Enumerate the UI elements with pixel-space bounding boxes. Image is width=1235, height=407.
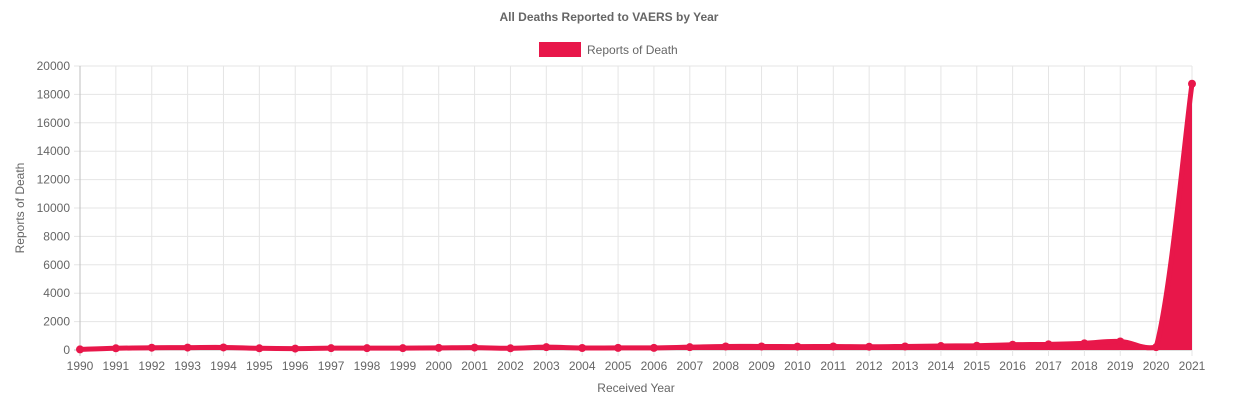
data-point-2001[interactable] (470, 343, 479, 352)
x-tick-label: 2014 (928, 359, 955, 373)
data-point-2008[interactable] (721, 342, 730, 351)
data-point-2013[interactable] (901, 342, 910, 351)
data-point-2019[interactable] (1116, 337, 1125, 346)
data-point-2015[interactable] (972, 341, 981, 350)
x-tick-label: 1996 (282, 359, 309, 373)
y-tick-label: 16000 (37, 116, 71, 130)
data-point-1992[interactable] (147, 343, 156, 352)
x-tick-label: 2001 (461, 359, 488, 373)
data-point-1996[interactable] (291, 344, 300, 353)
x-tick-label: 2020 (1143, 359, 1170, 373)
data-point-2016[interactable] (1008, 340, 1017, 349)
y-tick-label: 0 (63, 343, 70, 357)
x-tick-label: 2017 (1035, 359, 1062, 373)
series-reports-of-death (76, 79, 1196, 354)
data-point-2010[interactable] (793, 342, 802, 351)
x-tick-label: 2000 (425, 359, 452, 373)
data-point-1991[interactable] (111, 344, 120, 353)
y-tick-label: 14000 (37, 144, 71, 158)
x-tick-label: 2019 (1107, 359, 1134, 373)
data-point-1995[interactable] (255, 344, 264, 353)
x-tick-label: 1997 (318, 359, 345, 373)
x-tick-label: 1999 (389, 359, 416, 373)
x-tick-label: 2011 (820, 359, 846, 373)
data-point-2018[interactable] (1080, 339, 1089, 348)
y-axis-title: Reports of Death (13, 163, 27, 254)
y-tick-label: 10000 (37, 201, 71, 215)
y-tick-label: 2000 (43, 315, 70, 329)
x-tick-label: 1995 (246, 359, 273, 373)
data-point-1994[interactable] (219, 343, 228, 352)
y-axis-ticks: 0 2000 4000 6000 8000 10000 12000 14000 16000 180… (37, 59, 71, 357)
x-tick-label: 1998 (354, 359, 381, 373)
x-tick-label: 1993 (174, 359, 201, 373)
x-tick-label: 1994 (210, 359, 237, 373)
x-tick-label: 2013 (892, 359, 919, 373)
x-tick-label: 2004 (569, 359, 596, 373)
data-point-2004[interactable] (578, 344, 587, 353)
y-tick-label: 20000 (37, 59, 71, 73)
x-tick-label: 2008 (712, 359, 739, 373)
data-point-2007[interactable] (685, 343, 694, 352)
series-line (79, 83, 1195, 352)
x-tick-label: 2012 (856, 359, 883, 373)
data-point-2014[interactable] (936, 342, 945, 351)
x-tick-label: 2016 (999, 359, 1026, 373)
y-tick-label: 8000 (43, 229, 70, 243)
data-point-1999[interactable] (398, 344, 407, 353)
legend[interactable]: Reports of Death (539, 42, 678, 57)
data-point-2021[interactable] (1188, 79, 1196, 88)
y-tick-label: 4000 (43, 286, 70, 300)
x-tick-label: 2007 (676, 359, 703, 373)
x-tick-label: 1990 (67, 359, 94, 373)
data-point-2000[interactable] (434, 343, 443, 352)
x-tick-label: 2006 (641, 359, 668, 373)
x-tick-label: 2009 (748, 359, 775, 373)
x-tick-label: 2010 (784, 359, 811, 373)
data-point-1998[interactable] (362, 344, 371, 353)
data-point-2020[interactable] (1152, 343, 1161, 352)
x-tick-label: 1992 (138, 359, 165, 373)
data-point-2012[interactable] (865, 342, 874, 351)
data-point-2002[interactable] (506, 344, 515, 353)
x-tick-label: 1991 (103, 359, 130, 373)
series-area (80, 83, 1192, 350)
x-axis-title: Received Year (597, 381, 674, 395)
legend-swatch (539, 42, 581, 57)
data-point-1993[interactable] (183, 343, 192, 352)
grid (74, 65, 1193, 356)
data-point-2017[interactable] (1044, 340, 1053, 349)
data-point-1997[interactable] (327, 344, 336, 353)
data-point-1990[interactable] (76, 345, 84, 354)
x-tick-label: 2018 (1071, 359, 1098, 373)
x-tick-label: 2005 (605, 359, 632, 373)
x-tick-label: 2003 (533, 359, 560, 373)
y-tick-label: 12000 (37, 173, 71, 187)
legend-label: Reports of Death (587, 43, 678, 57)
chart-title: All Deaths Reported to VAERS by Year (500, 10, 719, 24)
x-tick-label: 2021 (1179, 359, 1206, 373)
data-point-2003[interactable] (542, 343, 551, 352)
data-point-2006[interactable] (649, 343, 658, 352)
y-tick-label: 18000 (37, 87, 71, 101)
y-tick-label: 6000 (43, 258, 70, 272)
data-point-2009[interactable] (757, 342, 766, 351)
x-axis-ticks: 1990 1991 1992 1993 1994 1995 1996 1997 1998 1999… (67, 359, 1206, 373)
x-tick-label: 2015 (963, 359, 990, 373)
data-point-2005[interactable] (614, 343, 623, 352)
x-tick-label: 2002 (497, 359, 524, 373)
data-point-2011[interactable] (829, 342, 838, 351)
